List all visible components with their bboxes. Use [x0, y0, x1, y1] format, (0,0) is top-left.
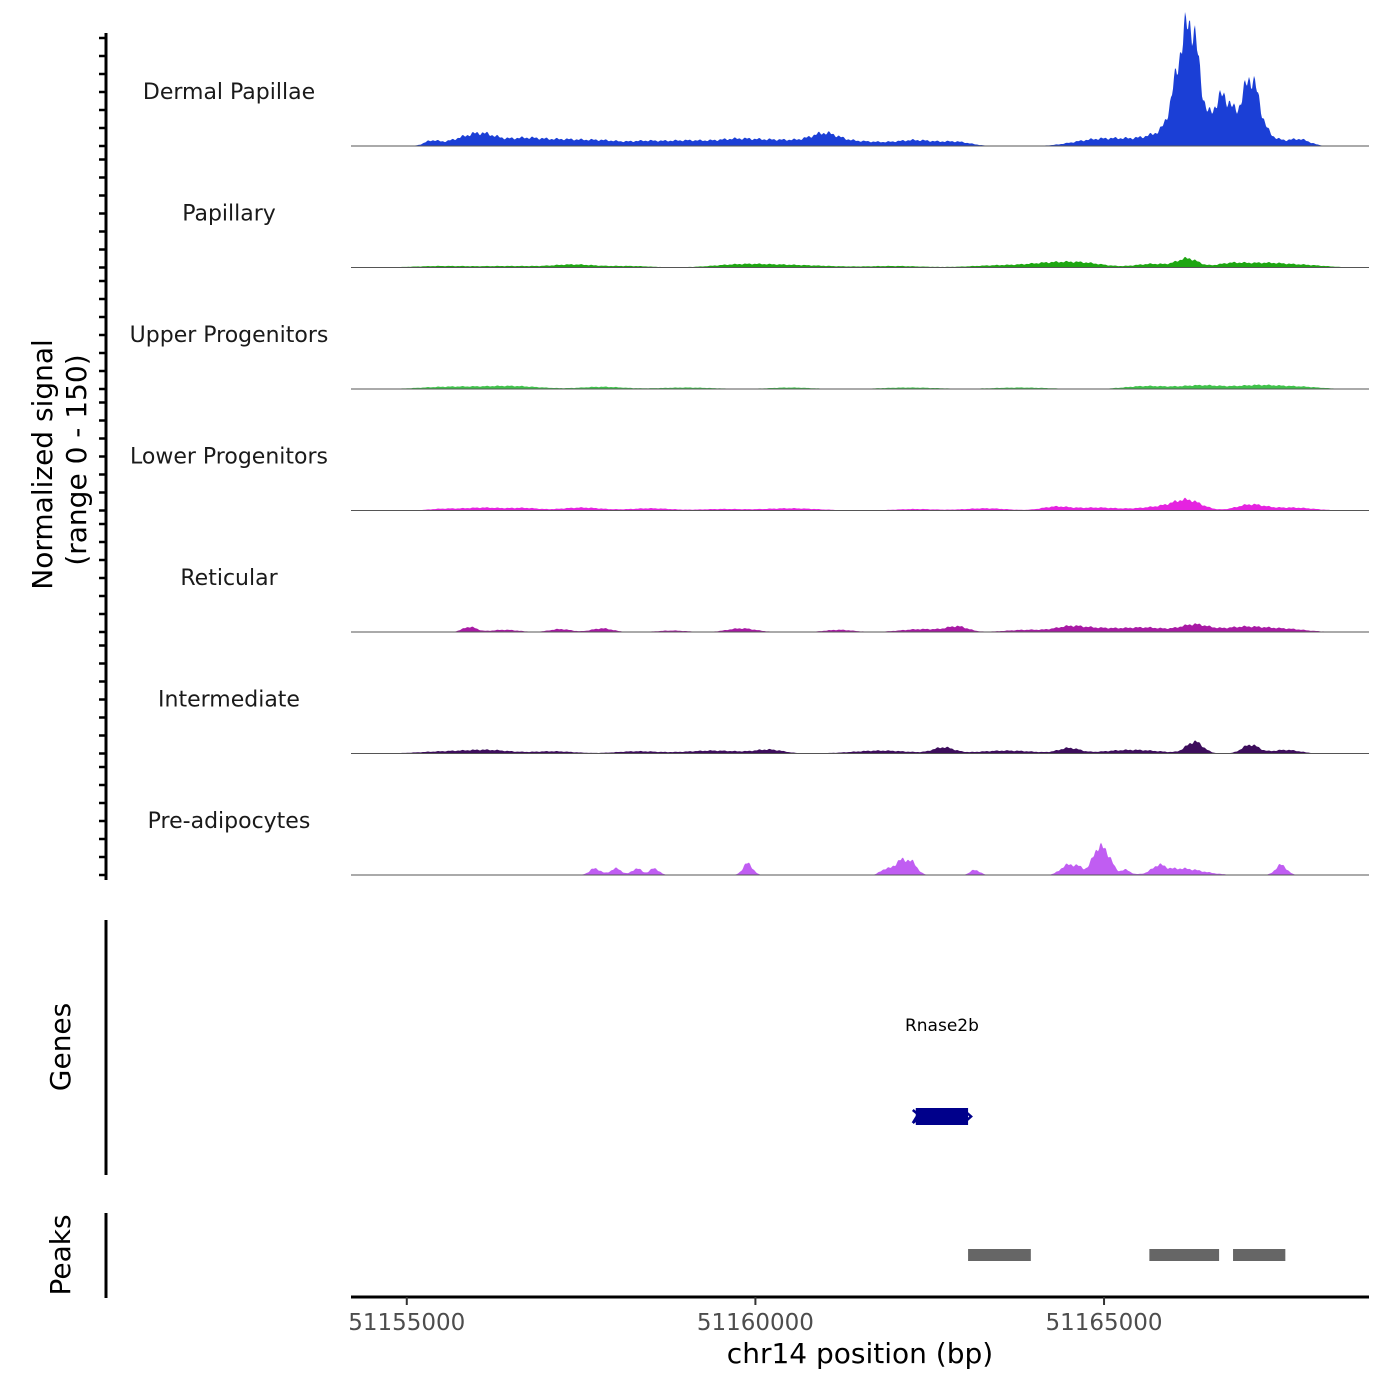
- x-tick-label: 51165000: [1046, 1310, 1163, 1336]
- x-tick-label: 51160000: [697, 1310, 814, 1336]
- gene-label: Rnase2b: [905, 1016, 979, 1036]
- track-dermal-papillae: Dermal Papillae: [99, 12, 1369, 148]
- peak-region-2: [1149, 1249, 1220, 1261]
- track-label: Papillary: [182, 202, 276, 227]
- track-pre-adipocytes: Pre-adipocytes: [99, 765, 1369, 877]
- signal-tracks: Dermal Papillae Papillary Upper Progenitor…: [99, 12, 1369, 880]
- signal-area-lower-progenitors: [351, 497, 1369, 511]
- peak-track: [968, 1249, 1286, 1261]
- peaks-panel-title: Peaks: [44, 1214, 77, 1295]
- track-label: Reticular: [180, 566, 278, 591]
- signal-area-papillary: [351, 256, 1369, 268]
- track-label: Lower Progenitors: [130, 445, 328, 470]
- y-axis-title-line1: Normalized signal: [26, 339, 59, 590]
- track-intermediate: Intermediate: [99, 644, 1369, 755]
- track-label: Pre-adipocytes: [148, 809, 311, 834]
- genes-panel-title: Genes: [44, 1003, 77, 1091]
- x-axis-ticks: 51155000 51160000 51165000: [348, 1297, 1163, 1336]
- signal-area-pre-adipocytes: [351, 842, 1369, 875]
- signal-area-upper-progenitors: [351, 384, 1369, 389]
- y-axis-title-line2: (range 0 - 150): [60, 354, 93, 565]
- signal-area-reticular: [351, 623, 1369, 632]
- gene-strand-marker: [911, 1109, 923, 1124]
- gene-body: [915, 1108, 969, 1125]
- gene-track: Rnase2b: [905, 1016, 979, 1125]
- track-lower-progenitors: Lower Progenitors: [99, 401, 1369, 512]
- peak-region-3: [1233, 1249, 1286, 1261]
- peak-region-1: [968, 1249, 1031, 1261]
- track-label: Upper Progenitors: [130, 323, 329, 348]
- track-reticular: Reticular: [99, 522, 1369, 634]
- track-label: Intermediate: [158, 688, 300, 713]
- x-tick-label: 51155000: [348, 1310, 465, 1336]
- track-upper-progenitors: Upper Progenitors: [99, 279, 1369, 391]
- signal-area-dermal-papillae: [351, 12, 1369, 146]
- x-axis-title: chr14 position (bp): [727, 1337, 993, 1370]
- y-axis-title: Normalized signal (range 0 - 150): [26, 330, 93, 589]
- signal-area-intermediate: [351, 740, 1369, 754]
- track-papillary: Papillary: [99, 158, 1369, 269]
- gene-end-marker: [965, 1111, 973, 1122]
- track-label: Dermal Papillae: [143, 80, 315, 105]
